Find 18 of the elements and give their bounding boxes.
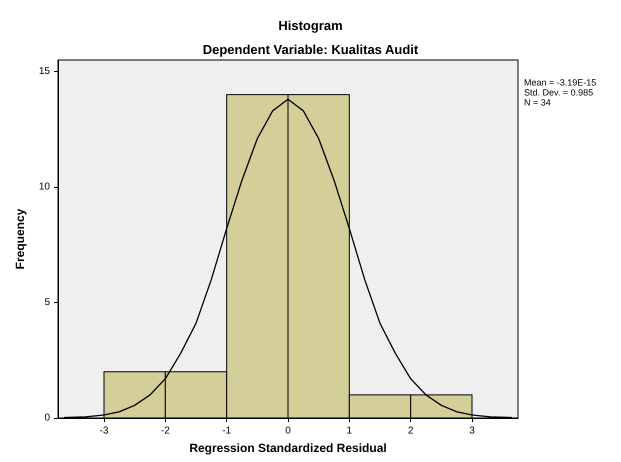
y-tick-label: 5 (44, 297, 50, 308)
text: Mean = -3.19E-15 (524, 78, 596, 88)
x-tick-label: -2 (160, 426, 170, 436)
x-tick-label: 3 (469, 426, 476, 436)
x-axis-title: Regression Standardized Residual (189, 441, 387, 455)
x-tick-label: 0 (285, 426, 292, 436)
text: Std. Dev. = 0.985 (524, 88, 594, 98)
y-axis-title: Frequency (13, 208, 27, 270)
y-tick-label: 0 (44, 412, 50, 424)
y-tick-label: 15 (38, 66, 50, 78)
x-tick-label: 2 (408, 426, 414, 436)
text: N = 34 (524, 98, 551, 108)
x-tick-label: -1 (222, 426, 232, 436)
x-tick-label: 1 (346, 426, 353, 436)
y-tick-label: 10 (38, 182, 50, 193)
chart-subtitle: Dependent Variable: Kualitas Audit (202, 42, 419, 57)
chart-title: Histogram (278, 18, 343, 33)
x-tick-label: -3 (100, 426, 109, 436)
